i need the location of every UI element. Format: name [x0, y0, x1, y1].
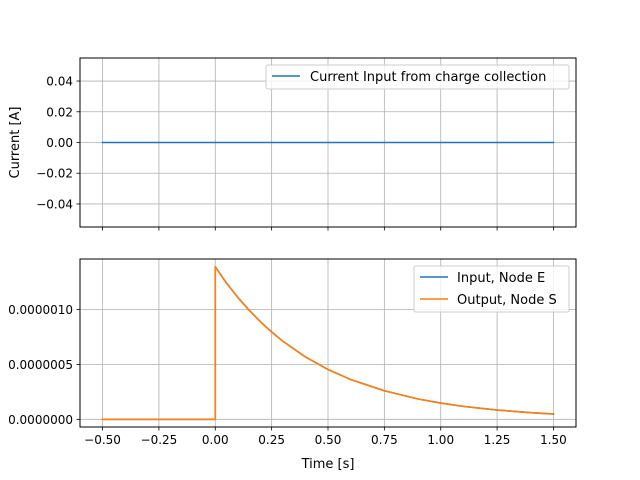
top-y-tick-label: −0.02	[36, 167, 73, 181]
bot-x-tick-label: 0.50	[315, 433, 342, 447]
top-y-tick-label: 0.00	[46, 136, 73, 150]
top-legend-box	[265, 64, 570, 90]
bottom-legend: Input, Node E Output, Node S	[413, 265, 570, 313]
bot-x-tick-label: −0.25	[141, 433, 178, 447]
top-y-tick-label: −0.04	[36, 197, 73, 211]
bot-x-tick-label: 1.50	[540, 433, 567, 447]
bottom-panel: −0.50 −0.25 0.00 0.25 0.50 0.75 1.00 1.25 1.50 0…	[8, 258, 577, 472]
top-legend-label-0: Current Input from charge collection	[310, 70, 546, 85]
bot-x-tick-label: 0.25	[258, 433, 285, 447]
bottom-legend-label-1: Output, Node S	[457, 293, 557, 308]
bottom-x-ticks: −0.50 −0.25 0.00 0.25 0.50 0.75 1.00 1.25 1.50	[84, 427, 567, 447]
top-y-axis-label: Current [A]	[8, 107, 23, 179]
bottom-legend-box	[413, 265, 570, 313]
bot-y-tick-label: 0.0000005	[8, 358, 73, 372]
top-y-tick-label: 0.04	[46, 75, 73, 89]
bot-x-tick-label: 1.00	[427, 433, 454, 447]
top-legend: Current Input from charge collection	[265, 64, 570, 90]
top-y-ticks: −0.04 −0.02 0.00 0.02 0.04	[36, 75, 80, 211]
top-x-ticks	[102, 227, 554, 231]
bot-y-tick-label: 0.0000000	[8, 413, 73, 427]
bot-x-tick-label: −0.50	[84, 433, 121, 447]
bot-y-tick-label: 0.0000010	[8, 303, 73, 317]
bottom-x-axis-label: Time [s]	[301, 457, 355, 472]
top-panel: −0.04 −0.02 0.00 0.02 0.04 Current [A] Curre…	[8, 57, 577, 231]
bottom-series	[101, 265, 555, 421]
bot-x-tick-label: 0.75	[371, 433, 398, 447]
top-y-tick-label: 0.02	[46, 105, 73, 119]
bot-series-line-1	[101, 265, 555, 421]
bot-x-tick-label: 1.25	[484, 433, 511, 447]
bot-x-tick-label: 0.00	[202, 433, 229, 447]
bottom-y-ticks: 0.0000000 0.0000005 0.0000010	[8, 303, 80, 427]
bottom-legend-label-0: Input, Node E	[457, 271, 545, 286]
